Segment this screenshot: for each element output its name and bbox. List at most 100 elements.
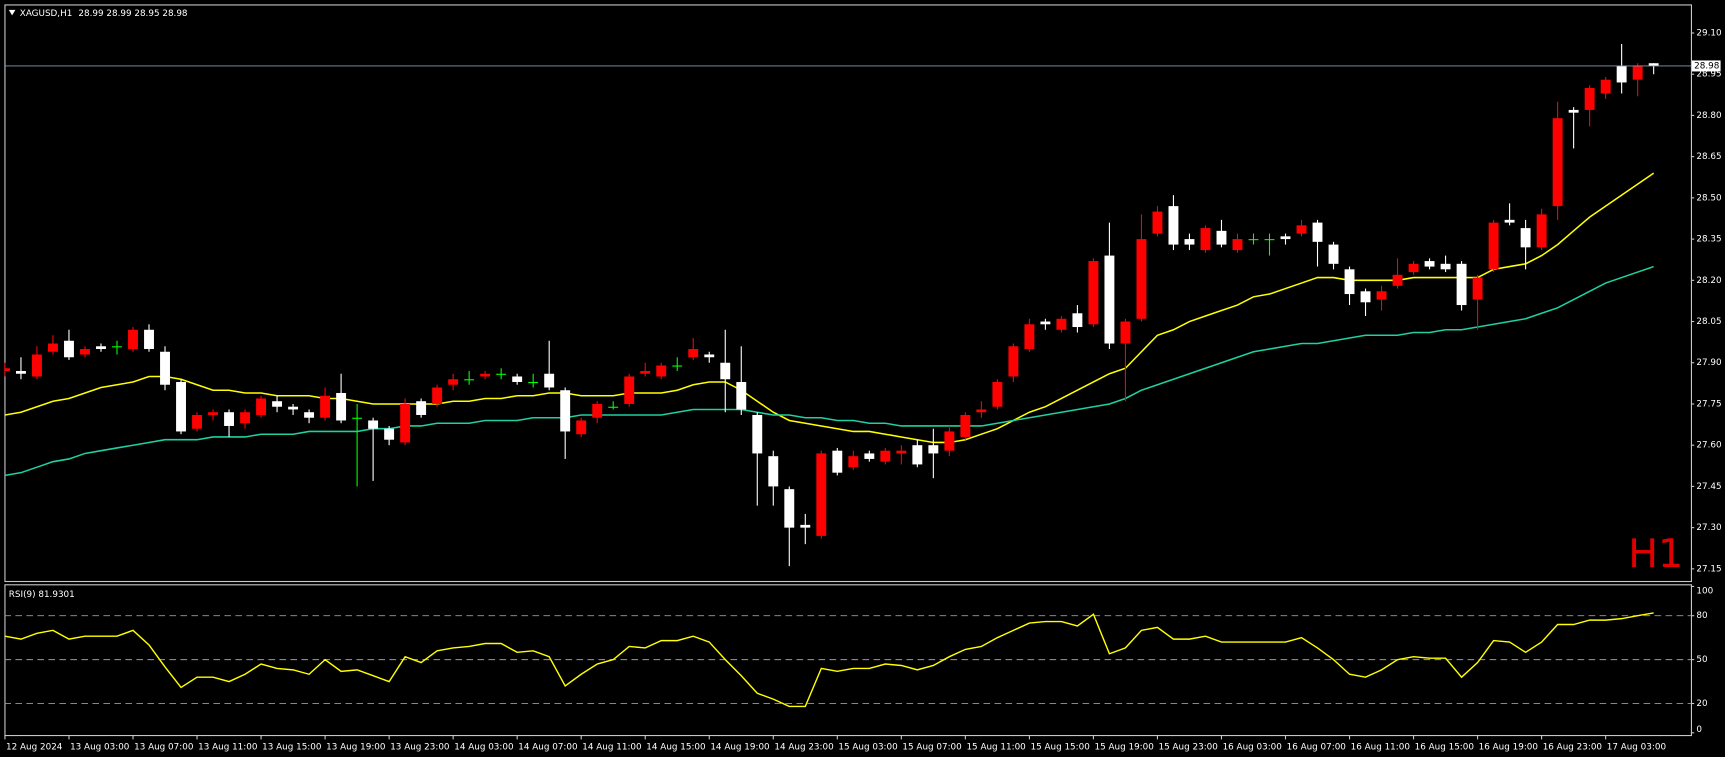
candle-body [256,398,267,415]
x-tick-label: 17 Aug 03:00 [1607,743,1667,753]
candle-body [1280,236,1291,240]
rsi-y-tick-label: 50 [1696,655,1708,665]
y-tick-label: 28.50 [1696,193,1722,203]
candle-body [1520,228,1531,248]
x-tick-label: 14 Aug 07:00 [518,743,578,753]
candle-body [1200,228,1211,251]
candle-body [592,403,603,418]
candle-body [1632,65,1643,80]
candle-body [704,354,715,358]
y-tick-label: 28.20 [1696,276,1722,286]
candle-body [800,524,811,528]
rsi-y-tick-label: 20 [1696,699,1708,709]
candle-body [1248,239,1259,241]
candle-body [16,370,26,374]
candle-body [1216,230,1227,245]
candle-body [1232,239,1243,251]
candle-body [672,365,683,367]
y-tick-label: 29.10 [1696,28,1722,38]
candle-body [32,354,42,377]
rsi-header: RSI(9) 81.9301 [9,590,75,600]
candle-body [352,417,363,419]
rsi-y-tick-label: 100 [1696,586,1713,596]
moving-average-line [4,265,1654,477]
y-tick-label: 28.95 [1696,70,1721,80]
x-tick-label: 13 Aug 03:00 [70,743,130,753]
rsi-line [4,612,1654,708]
candle-body [1536,214,1547,248]
candle-body [1344,269,1355,295]
header-arrow [8,9,16,16]
candle-body [720,362,731,380]
candle-body [560,390,571,432]
x-tick-label: 15 Aug 23:00 [1159,743,1219,753]
x-tick-label: 14 Aug 19:00 [710,743,770,753]
candle-body [1408,263,1419,273]
current-price-label: 28.98 [1694,61,1719,71]
candle-body [192,414,202,429]
candle-body [496,373,507,375]
candle-body [912,445,923,465]
candle-body [4,368,10,371]
candle-body [528,381,539,384]
y-tick-label: 27.15 [1696,564,1721,574]
watermark: H1 [1628,531,1683,577]
candle-body [1088,261,1099,325]
candle-body [336,392,347,421]
x-tick-label: 13 Aug 19:00 [326,743,386,753]
candle-body [448,379,459,385]
candle-body [464,379,475,381]
y-tick-label: 28.35 [1696,235,1721,245]
header-high: 28.99 [106,9,131,19]
x-tick-label: 15 Aug 15:00 [1030,743,1090,753]
candle-body [688,349,699,358]
candle-body [1456,263,1467,306]
y-tick-label: 28.05 [1696,317,1721,327]
candle-body [1104,255,1115,344]
x-tick-label: 13 Aug 23:00 [390,743,450,753]
candle-body [288,406,299,410]
candle-body [1584,87,1595,110]
candle-body [608,406,619,408]
symbol: XAGUSD,H1 [20,9,73,19]
x-tick-label: 16 Aug 03:00 [1223,743,1283,753]
header-low: 28.95 [134,9,159,19]
rsi-title: RSI(9) [9,590,36,600]
x-tick-label: 14 Aug 23:00 [774,743,834,753]
y-tick-label: 28.80 [1696,111,1722,121]
candle-body [1056,318,1067,330]
candle-body [96,346,106,350]
candle-body [960,414,971,437]
y-tick-label: 27.90 [1696,358,1722,368]
price-plot [4,43,1659,567]
candle-body [1648,63,1659,66]
candle-body [1616,65,1627,83]
candle-body [432,387,443,404]
candle-body [928,445,939,454]
candle-body [112,346,122,348]
rsi-plot [4,612,1691,708]
x-tick-label: 15 Aug 19:00 [1095,743,1155,753]
candle-body [1600,79,1611,94]
candle-body [1008,346,1019,377]
candle-body [176,381,186,432]
candle-body [416,401,427,415]
candle-body [1488,222,1499,270]
candle-body [1184,239,1195,245]
candle-body [1312,222,1323,242]
candle-body [656,365,667,377]
candle-body [944,431,955,451]
candle-body [816,453,827,536]
candle-body [848,456,859,468]
candle-body [544,373,555,388]
candle-body [64,340,74,358]
candle-body [208,412,218,415]
current-price-box [1691,60,1721,72]
candle-body [1552,118,1563,207]
candle-body [48,343,58,352]
header-close: 28.98 [162,9,187,19]
x-tick-label: 14 Aug 15:00 [646,743,706,753]
candle-body [1504,219,1515,223]
x-tick-label: 16 Aug 23:00 [1543,743,1603,753]
